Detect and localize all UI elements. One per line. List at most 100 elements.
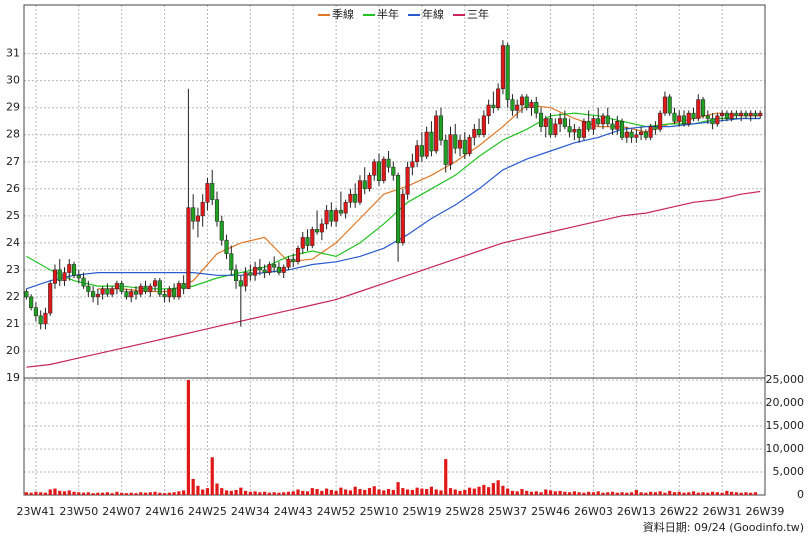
volume-bar [263, 491, 267, 495]
candle-body [381, 158, 386, 181]
volume-bar [463, 489, 467, 495]
volume-bar [434, 489, 438, 495]
candle-body [276, 266, 281, 273]
candle-body [500, 45, 505, 90]
volume-bar [734, 492, 739, 495]
x-tick-label: 25W10 [360, 505, 399, 518]
candle-body [324, 210, 329, 225]
candle-body [157, 280, 162, 295]
volume-bar [172, 492, 176, 495]
y-tick-label: 26 [6, 182, 20, 195]
y-tick-label: 28 [6, 128, 20, 141]
candle-body [667, 96, 672, 114]
volume-bar [286, 491, 291, 495]
candle-body [510, 99, 515, 111]
volume-bar [534, 491, 538, 495]
x-tick-label: 24W34 [231, 505, 270, 518]
candle-body [24, 291, 29, 298]
volume-bar [610, 491, 615, 495]
volume-bar [315, 489, 319, 495]
volume-bar [148, 492, 152, 495]
y-tick-label: 23 [6, 263, 20, 276]
candle-body [710, 118, 715, 125]
candle-body [357, 180, 363, 203]
candle-body [591, 118, 596, 130]
candle-body [162, 293, 167, 298]
candle-body [748, 112, 753, 117]
volume-bar [744, 492, 748, 495]
volume-bar [563, 491, 567, 495]
volume-bar [420, 488, 424, 495]
candle-body [214, 199, 220, 222]
x-tick-label: 25W19 [402, 505, 441, 518]
volume-bar [29, 492, 33, 495]
candle-body [29, 296, 34, 308]
volume-bar [191, 478, 195, 495]
candle-body [477, 129, 482, 135]
candle-body [243, 272, 248, 287]
candle-body [33, 307, 38, 317]
volume-bar [367, 488, 372, 495]
y-tick-label: 29 [6, 101, 20, 114]
volume-bar [81, 492, 86, 495]
candle-body [424, 131, 429, 157]
candle-body [343, 202, 348, 214]
volume-bar [224, 490, 229, 495]
volume-bar [105, 492, 109, 495]
volume-bar [43, 492, 48, 495]
candle-body [353, 193, 358, 203]
volume-bar [663, 492, 667, 495]
volume-bar [396, 482, 400, 495]
x-tick-label: 26W13 [617, 505, 656, 518]
volume-bar [596, 491, 600, 495]
volume-bar [158, 492, 162, 495]
volume-bar [425, 489, 429, 495]
volume-bar [687, 492, 691, 495]
x-tick-label: 24W43 [274, 505, 313, 518]
candle-body [705, 115, 710, 119]
volume-bar [339, 487, 343, 495]
candle-body [419, 145, 424, 157]
candle-body [720, 112, 725, 117]
candle-body [95, 293, 100, 298]
candle-body [624, 131, 629, 138]
volume-bar [229, 490, 233, 495]
candle-body [133, 291, 139, 295]
candle-body [681, 115, 687, 125]
candle-body [376, 161, 382, 181]
candle-body [281, 266, 286, 273]
volume-bar [587, 491, 591, 495]
volume-bar [153, 491, 157, 495]
candle-body [143, 285, 148, 292]
y2-tick-label: 0 [797, 488, 804, 501]
candle-body [734, 112, 739, 117]
candle-body [543, 118, 548, 127]
volume-bar [658, 491, 662, 495]
volume-bar [239, 487, 243, 495]
x-tick-label: 24W07 [102, 505, 141, 518]
volume-bar [348, 490, 353, 495]
candle-body [658, 112, 663, 130]
volume-bar [382, 490, 386, 495]
volume-bar [482, 484, 486, 495]
candle-body [229, 253, 234, 271]
volume-bar [324, 488, 329, 495]
candle-body [538, 112, 544, 127]
volume-bar [710, 491, 715, 495]
candle-body [348, 193, 353, 203]
volume-bar [491, 483, 495, 495]
volume-bar [58, 490, 62, 495]
legend-label: 三年 [467, 7, 489, 21]
volume-bar [258, 492, 262, 495]
x-tick-label: 25W37 [488, 505, 527, 518]
candle-body [52, 269, 58, 284]
candle-body [662, 96, 667, 114]
volume-bar [649, 491, 653, 495]
volume-bar [134, 493, 138, 495]
volume-bar [77, 492, 81, 495]
volume-bar [201, 489, 205, 495]
y-tick-label: 31 [6, 47, 20, 60]
volume-bar [415, 487, 419, 495]
candle-body [481, 115, 486, 135]
volume-bar [234, 489, 238, 495]
